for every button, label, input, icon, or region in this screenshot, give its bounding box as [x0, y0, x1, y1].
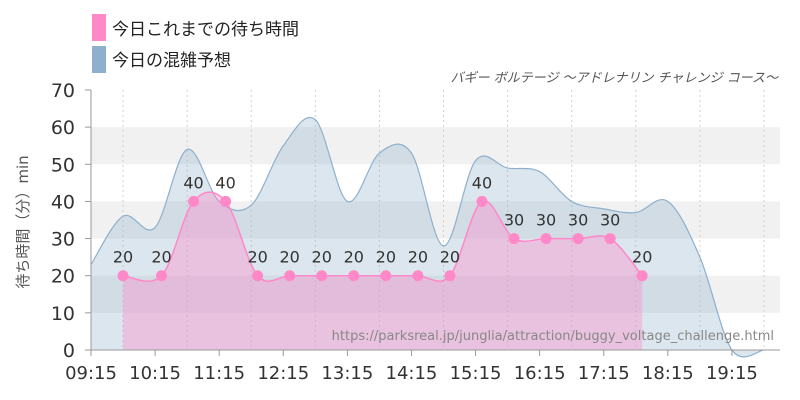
data-point [284, 270, 296, 282]
x-tick-label: 15:15 [450, 363, 502, 384]
data-label: 20 [151, 248, 171, 267]
y-tick-label: 50 [51, 154, 75, 176]
source-url: https://parksreal.jp/junglia/attraction/… [332, 329, 774, 344]
data-point [444, 270, 456, 282]
data-label: 20 [312, 248, 332, 267]
data-point [540, 233, 552, 245]
x-tick-label: 18:15 [642, 363, 694, 384]
data-label: 30 [568, 211, 588, 230]
grid-band [91, 275, 780, 313]
y-tick-label: 70 [51, 80, 75, 102]
x-tick-label: 12:15 [257, 363, 309, 384]
data-point [572, 233, 584, 245]
legend-label-actual: 今日これまでの待ち時間 [112, 20, 299, 40]
data-label: 20 [344, 248, 364, 267]
legend-swatch-actual [92, 14, 106, 41]
y-tick-label: 40 [51, 191, 75, 213]
grid-band [91, 127, 780, 165]
y-tick-label: 10 [51, 303, 75, 325]
data-label: 20 [113, 248, 133, 267]
data-label: 20 [440, 248, 460, 267]
data-labels: 20 20 40 40 20 20 20 20 20 20 20 40 30 30 30 30 20 [113, 173, 653, 266]
forecast-line [90, 116, 765, 358]
y-tick-label: 20 [51, 266, 75, 288]
x-tick-label: 09:15 [65, 363, 117, 384]
data-point [156, 270, 168, 282]
data-point [316, 270, 328, 282]
grid-bands [91, 90, 780, 350]
legend-label-forecast: 今日の混雑予想 [112, 51, 231, 71]
data-point [220, 195, 232, 207]
x-tick-label: 14:15 [386, 363, 438, 384]
data-label: 40 [472, 173, 492, 192]
x-tick-label: 17:15 [578, 363, 630, 384]
data-point [117, 270, 129, 282]
data-label: 20 [408, 248, 428, 267]
data-point [508, 233, 520, 245]
forecast-series [90, 116, 765, 358]
x-tick-label: 16:15 [514, 363, 566, 384]
x-tick-label: 19:15 [706, 363, 758, 384]
data-point [380, 270, 392, 282]
data-point [636, 270, 648, 282]
x-tick-label: 10:15 [129, 363, 181, 384]
data-label: 40 [215, 173, 235, 192]
data-label: 30 [504, 211, 524, 230]
data-label: 20 [280, 248, 300, 267]
data-point [252, 270, 264, 282]
y-tick-label: 30 [51, 229, 75, 251]
axes: 0 10 20 30 40 50 60 70 09:15 10:15 11:15 12:15 13:15… [51, 80, 780, 384]
legend-swatch-forecast [92, 46, 106, 73]
forecast-area [91, 117, 764, 357]
data-label: 20 [376, 248, 396, 267]
x-tick-label: 13:15 [321, 363, 373, 384]
chart-title: バギー ボルテージ 〜アドレナリン チャレンジ コース〜 [451, 70, 779, 86]
data-point [476, 195, 488, 207]
data-point [348, 270, 360, 282]
actual-area [123, 192, 643, 350]
data-point [604, 233, 616, 245]
data-label: 30 [536, 211, 556, 230]
data-label: 20 [632, 248, 652, 267]
data-point [188, 195, 200, 207]
data-label: 40 [183, 173, 203, 192]
actual-series [117, 191, 648, 350]
y-axis-label: 待ち時間（分）min [14, 155, 32, 288]
data-label: 20 [247, 248, 267, 267]
y-tick-label: 60 [51, 117, 75, 139]
data-point [412, 270, 424, 282]
data-label: 30 [600, 211, 620, 230]
y-tick-label: 0 [63, 340, 75, 362]
legend: 今日これまでの待ち時間 今日の混雑予想 [92, 14, 299, 73]
x-tick-label: 11:15 [193, 363, 245, 384]
